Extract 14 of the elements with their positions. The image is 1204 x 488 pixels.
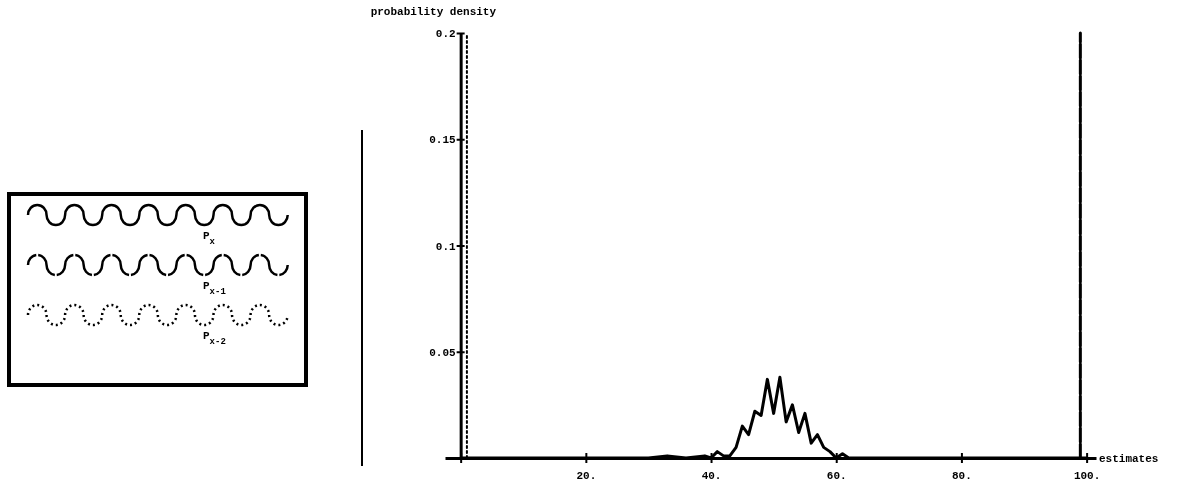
x-tick-label: 80. — [952, 470, 972, 483]
y-axis-title: probability density — [370, 6, 497, 18]
legend-label: P$_{x-2}$ — [203, 330, 226, 347]
legend-label: P$_{x}$ — [203, 230, 216, 247]
y-tick-label: 0.05 — [429, 346, 457, 359]
y-tick-label: 0.15 — [429, 134, 457, 147]
y-tick-label: 0.1 — [435, 240, 457, 253]
x-tick-label: 40. — [701, 470, 722, 483]
x-tick-label: 100. — [1073, 470, 1101, 483]
legend-label: P$_{x-1}$ — [203, 280, 227, 297]
x-tick-label: 60. — [826, 470, 847, 483]
x-tick-label: 20. — [576, 470, 597, 483]
x-axis-title: estimates — [1099, 453, 1159, 465]
y-tick-label: 0.2 — [435, 28, 456, 41]
